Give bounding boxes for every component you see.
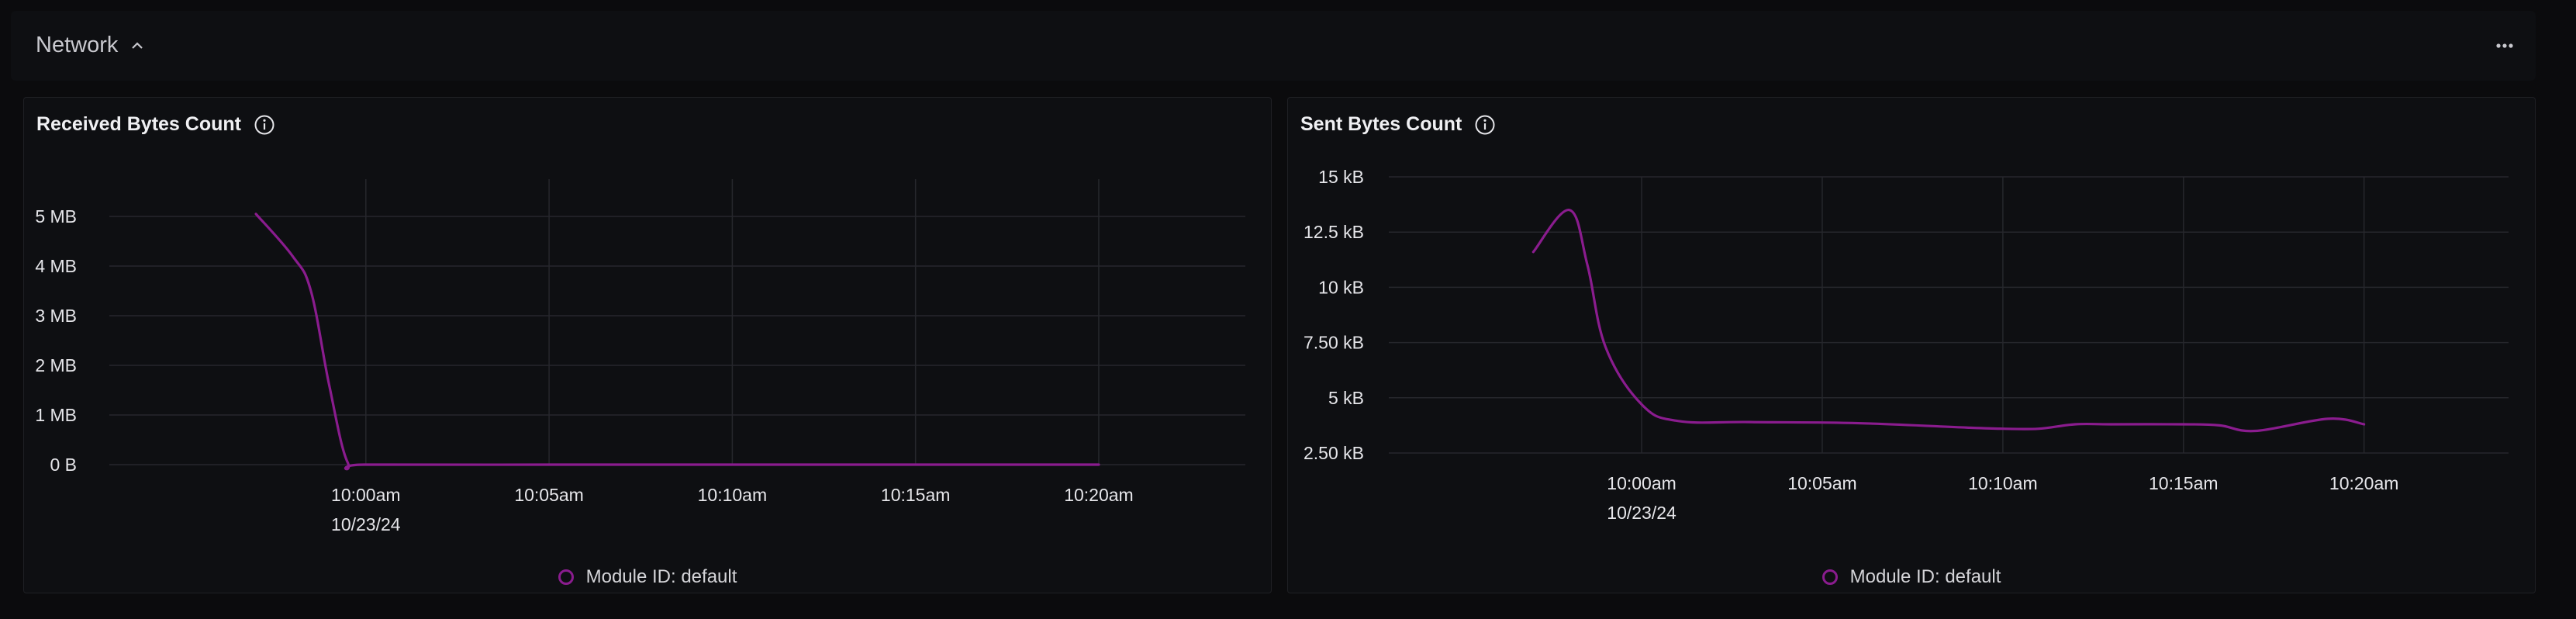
panel-title-row: Received Bytes Count <box>36 113 275 136</box>
x-tick-label: 10:00am <box>1607 473 1676 493</box>
x-tick-label: 10:15am <box>2149 473 2219 493</box>
section-title: Network <box>36 33 119 57</box>
x-tick-label: 10:10am <box>698 485 768 505</box>
network-section-header: Network <box>11 11 2536 81</box>
y-tick-label: 12.5 kB <box>1304 222 1364 242</box>
chart-legend: Module ID: default <box>24 566 1271 588</box>
x-tick-label: 10:05am <box>1787 473 1857 493</box>
y-tick-label: 2 MB <box>35 355 77 375</box>
info-icon[interactable] <box>254 114 275 136</box>
y-tick-label: 5 MB <box>35 206 77 227</box>
y-tick-label: 10 kB <box>1318 277 1364 297</box>
legend-label: Module ID: default <box>1849 566 2001 587</box>
chart-legend: Module ID: default <box>1288 566 2535 588</box>
y-tick-label: 2.50 kB <box>1304 443 1364 463</box>
chart-title: Sent Bytes Count <box>1300 113 1462 135</box>
x-date-label: 10/23/24 <box>331 514 401 534</box>
more-horizontal-icon[interactable] <box>2489 34 2520 57</box>
x-tick-label: 10:20am <box>2329 473 2399 493</box>
x-tick-label: 10:20am <box>1064 485 1134 505</box>
legend-item-default[interactable]: Module ID: default <box>558 566 737 588</box>
legend-item-default[interactable]: Module ID: default <box>1822 566 2001 588</box>
received-bytes-chart: 0 B 1 MB 2 MB 3 MB 4 MB 5 MB 10:00am 10/23/24 10… <box>35 179 1245 534</box>
y-tick-label: 1 MB <box>35 405 77 425</box>
legend-label: Module ID: default <box>585 566 737 587</box>
y-tick-label: 7.50 kB <box>1304 333 1364 353</box>
received-bytes-panel: Received Bytes Count 0 B 1 MB 2 MB 3 MB 4 MB… <box>23 97 1272 593</box>
chart-title: Received Bytes Count <box>36 113 241 135</box>
section-toggle[interactable]: Network <box>36 33 146 58</box>
y-tick-label: 3 MB <box>35 306 77 326</box>
x-date-label: 10/23/24 <box>1607 503 1676 523</box>
y-tick-label: 4 MB <box>35 256 77 276</box>
x-tick-label: 10:10am <box>1968 473 2038 493</box>
y-tick-label: 0 B <box>50 455 77 475</box>
sent-bytes-chart: 2.50 kB 5 kB 7.50 kB 10 kB 12.5 kB 15 kB 10:00… <box>1304 167 2509 523</box>
legend-swatch <box>558 569 574 585</box>
x-tick-label: 10:15am <box>881 485 951 505</box>
chevron-up-icon <box>132 41 143 49</box>
sent-bytes-panel: Sent Bytes Count 2.50 kB 5 kB 7.50 kB 10 kB… <box>1287 97 2536 593</box>
legend-swatch <box>1822 569 1838 585</box>
y-tick-label: 15 kB <box>1318 167 1364 187</box>
series-line-module-default <box>1531 209 2366 433</box>
series-line-module-default <box>254 213 1100 471</box>
x-tick-label: 10:05am <box>514 485 584 505</box>
info-icon[interactable] <box>1474 114 1496 136</box>
x-tick-label: 10:00am <box>331 485 401 505</box>
panel-title-row: Sent Bytes Count <box>1300 113 1496 136</box>
y-tick-label: 5 kB <box>1328 388 1364 408</box>
